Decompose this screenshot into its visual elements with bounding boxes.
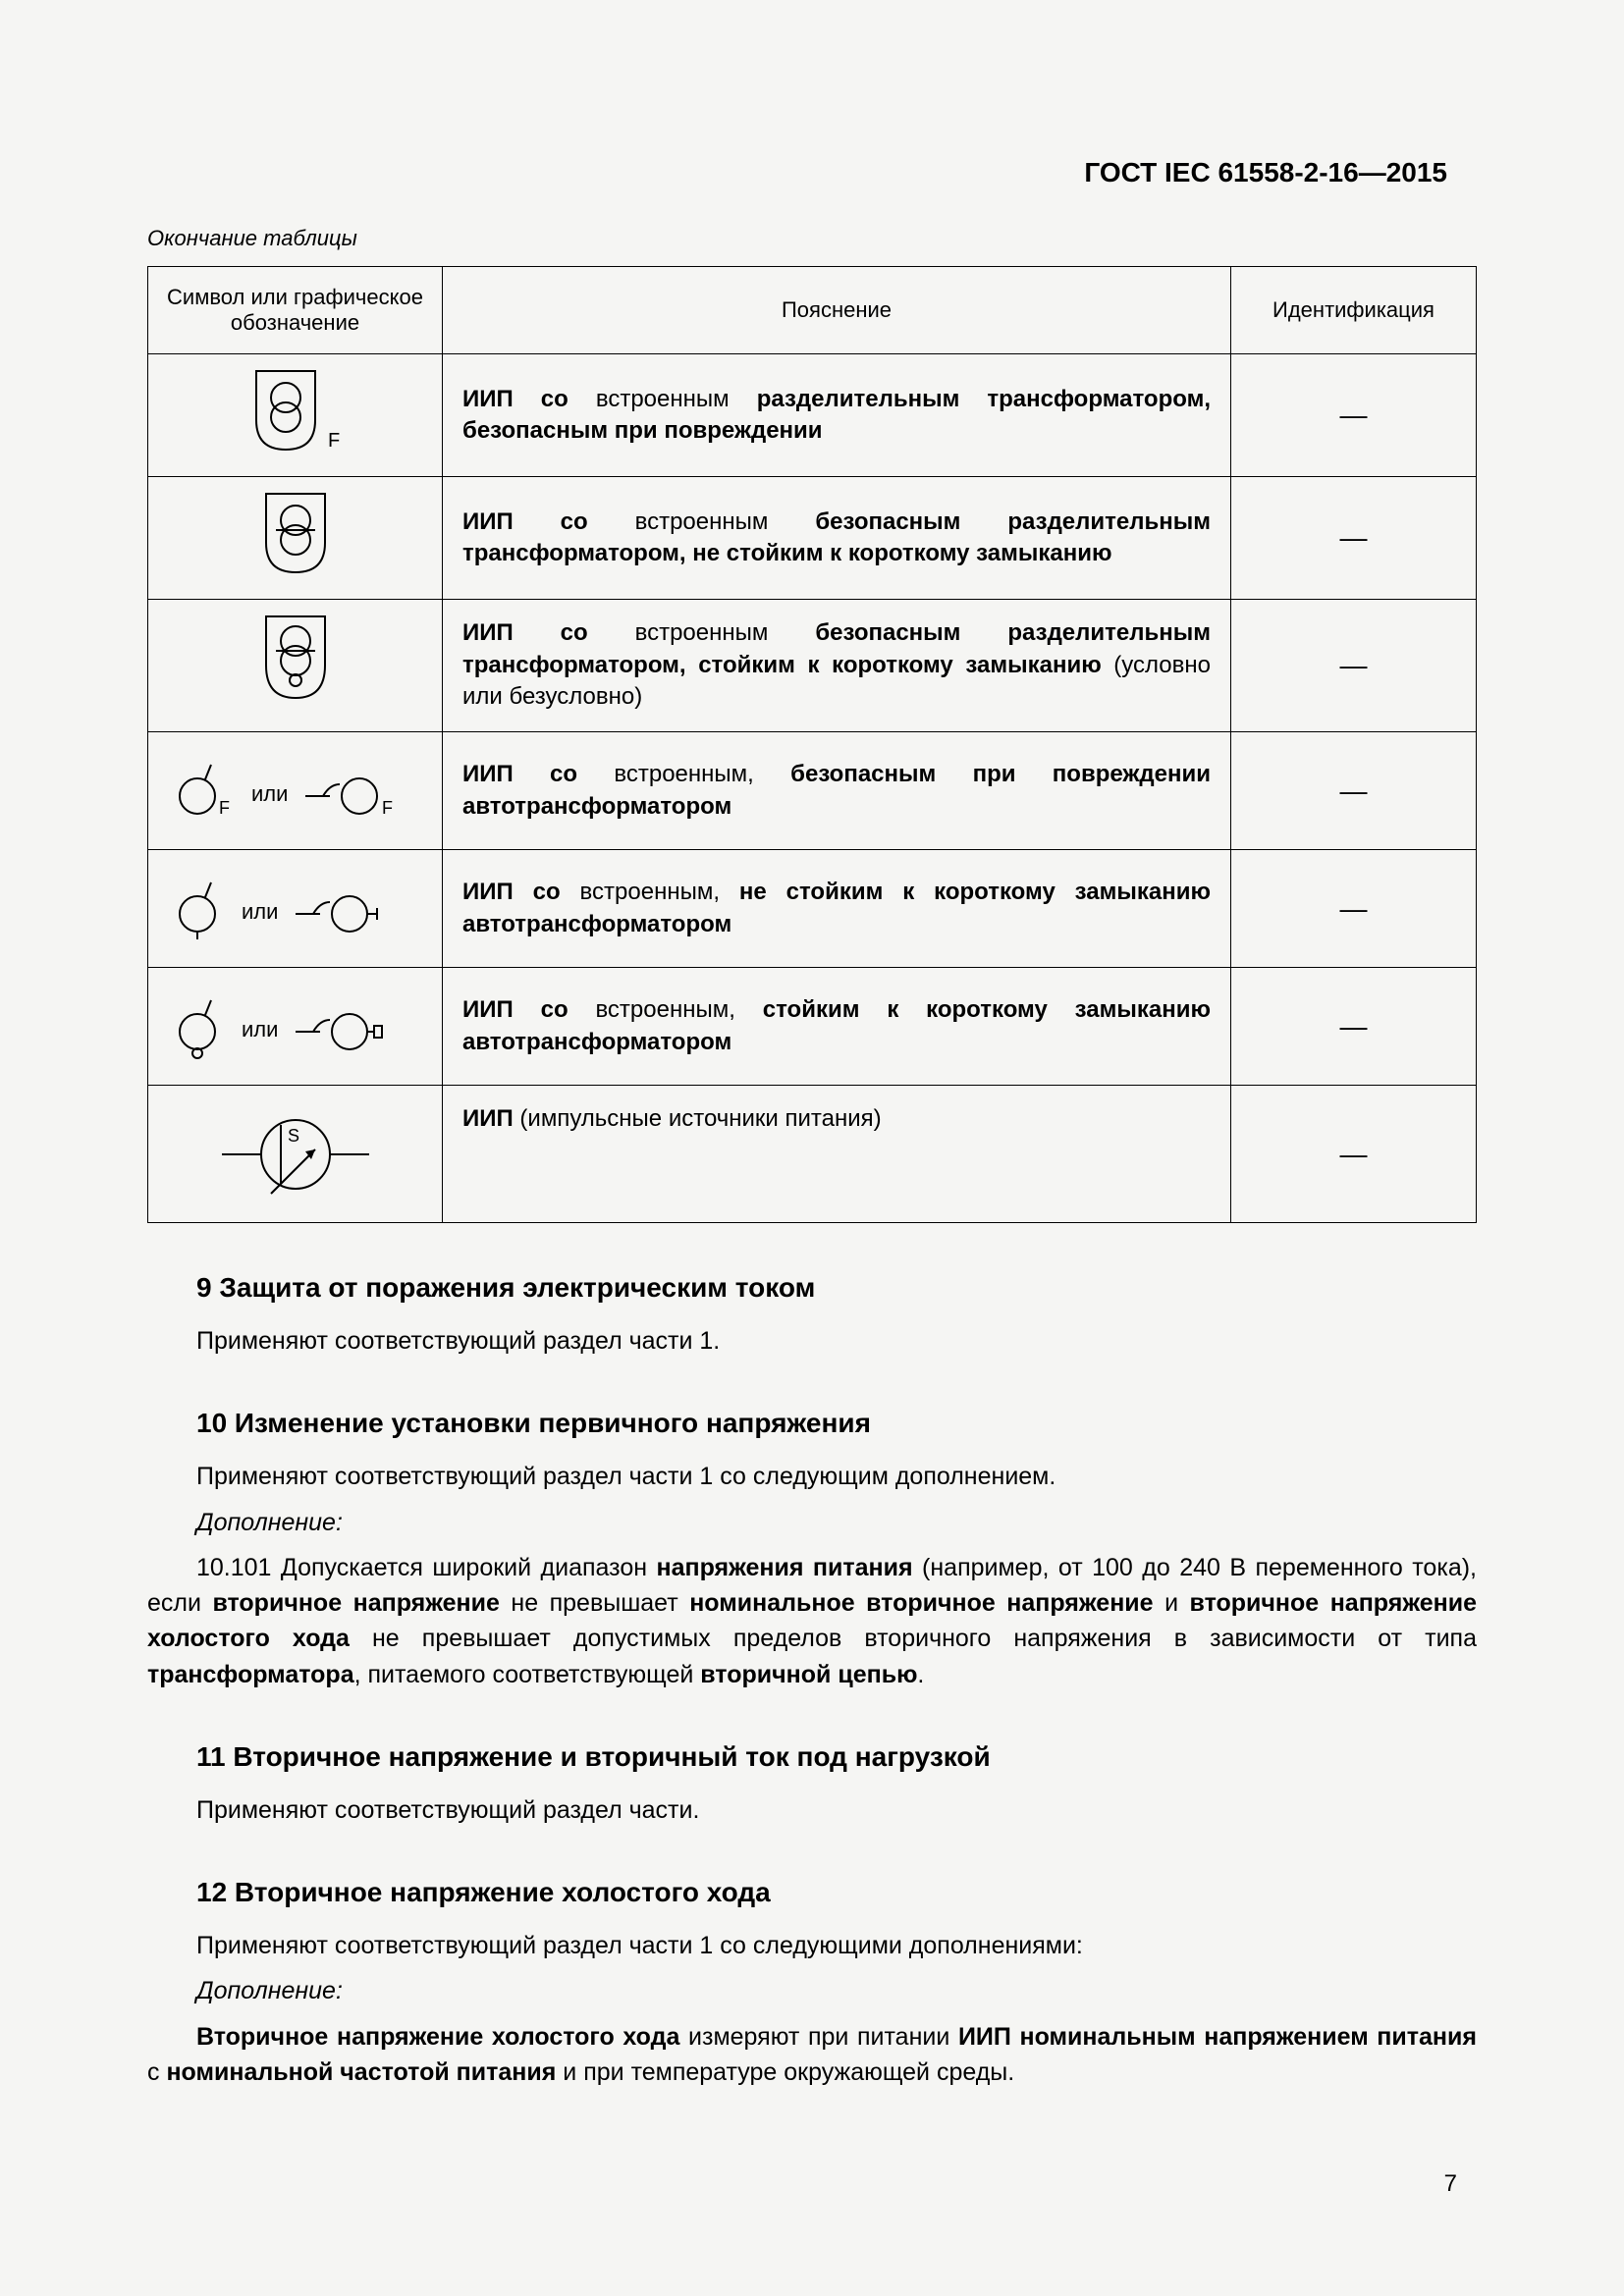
identification-cell: —: [1231, 968, 1477, 1086]
shield-transformer-nonshortproof-icon: [251, 489, 340, 587]
section-10-addition-label: Дополнение:: [147, 1505, 1477, 1540]
symbol-cell: F: [148, 354, 443, 477]
svg-text:или: или: [242, 1017, 278, 1041]
page-number: 7: [1444, 2170, 1457, 2198]
description-cell: ИИП со встроенным, стойким к короткому з…: [443, 968, 1231, 1086]
section-10-heading: 10 Изменение установки первичного напряж…: [147, 1408, 1477, 1439]
symbol-cell: S: [148, 1086, 443, 1223]
table-row: ИИП со встроенным безопасным разделитель…: [148, 600, 1477, 732]
svg-text:F: F: [219, 798, 230, 818]
section-10-para2: 10.101 Допускается широкий диапазон напр…: [147, 1550, 1477, 1692]
header-symbol: Символ или графическое обозначение: [148, 267, 443, 354]
autotransformer-shortproof-pair-icon: или: [168, 992, 423, 1061]
symbol-cell: [148, 600, 443, 732]
section-9-para: Применяют соответствующий раздел части 1…: [147, 1323, 1477, 1359]
svg-text:или: или: [251, 781, 288, 806]
section-10-para1: Применяют соответствующий раздел части 1…: [147, 1459, 1477, 1494]
autotransformer-nonshortproof-pair-icon: или: [168, 875, 423, 943]
header-identification: Идентификация: [1231, 267, 1477, 354]
table-row: F или F ИИП со встроенным, безопасным пр…: [148, 732, 1477, 850]
section-12-heading: 12 Вторичное напряжение холостого хода: [147, 1877, 1477, 1908]
description-cell: ИИП со встроенным, безопасным при повреж…: [443, 732, 1231, 850]
symbol-cell: или: [148, 968, 443, 1086]
section-12-addition-label: Дополнение:: [147, 1973, 1477, 2008]
symbols-table: Символ или графическое обозначение Поясн…: [147, 266, 1477, 1223]
symbol-cell: [148, 477, 443, 600]
description-cell: ИИП (импульсные источники питания): [443, 1086, 1231, 1223]
shield-transformer-failsafe-icon: F: [242, 366, 350, 464]
section-11-heading: 11 Вторичное напряжение и вторичный ток …: [147, 1741, 1477, 1773]
identification-cell: —: [1231, 1086, 1477, 1223]
table-row: или ИИП со встроенным, стойким к коротко…: [148, 968, 1477, 1086]
identification-cell: —: [1231, 477, 1477, 600]
autotransformer-failsafe-pair-icon: F или F: [168, 757, 423, 826]
section-11-para: Применяют соответствующий раздел части.: [147, 1792, 1477, 1828]
description-cell: ИИП со встроенным разделительным трансфо…: [443, 354, 1231, 477]
svg-text:S: S: [288, 1126, 299, 1146]
svg-text:F: F: [328, 430, 340, 452]
shield-transformer-shortproof-icon: [251, 612, 340, 720]
smps-icon: S: [217, 1100, 374, 1208]
symbol-cell: F или F: [148, 732, 443, 850]
table-row: ИИП со встроенным безопасным разделитель…: [148, 477, 1477, 600]
table-row: или ИИП со встроенным, не стойким к коро…: [148, 850, 1477, 968]
section-12-para2: Вторичное напряжение холостого хода изме…: [147, 2019, 1477, 2091]
header-description: Пояснение: [443, 267, 1231, 354]
identification-cell: —: [1231, 850, 1477, 968]
standard-code-header: ГОСТ IEC 61558-2-16—2015: [1084, 157, 1447, 188]
section-9-heading: 9 Защита от поражения электрическим токо…: [147, 1272, 1477, 1304]
description-cell: ИИП со встроенным безопасным разделитель…: [443, 600, 1231, 732]
section-12-para1: Применяют соответствующий раздел части 1…: [147, 1928, 1477, 1963]
symbol-cell: или: [148, 850, 443, 968]
table-header-row: Символ или графическое обозначение Поясн…: [148, 267, 1477, 354]
svg-text:или: или: [242, 899, 278, 924]
svg-text:F: F: [382, 798, 393, 818]
table-continuation-label: Окончание таблицы: [147, 226, 1477, 251]
description-cell: ИИП со встроенным безопасным разделитель…: [443, 477, 1231, 600]
table-row: S ИИП (импульсные источники питания) —: [148, 1086, 1477, 1223]
table-row: F ИИП со встроенным разделительным транс…: [148, 354, 1477, 477]
identification-cell: —: [1231, 354, 1477, 477]
identification-cell: —: [1231, 732, 1477, 850]
identification-cell: —: [1231, 600, 1477, 732]
page: ГОСТ IEC 61558-2-16—2015 Окончание табли…: [0, 0, 1624, 2296]
description-cell: ИИП со встроенным, не стойким к коротком…: [443, 850, 1231, 968]
